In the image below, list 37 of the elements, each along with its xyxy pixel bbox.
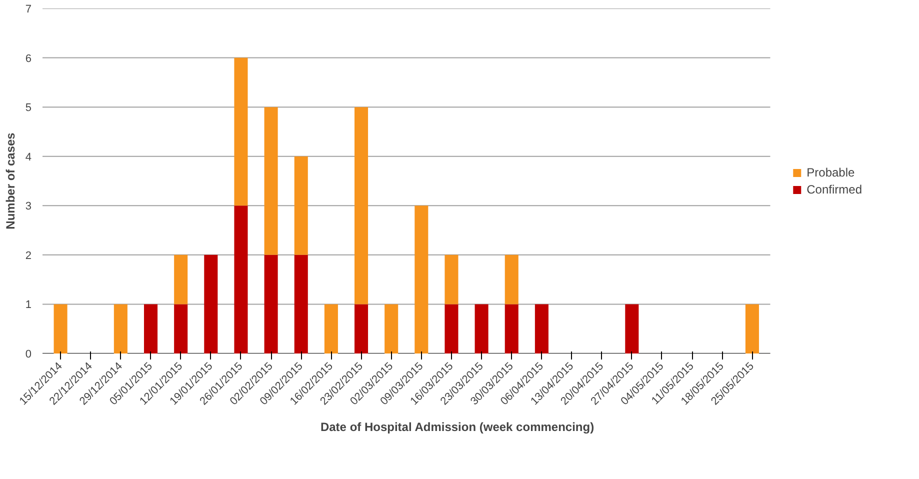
- bar: [234, 206, 248, 354]
- bar: [444, 254, 458, 304]
- x-axis-title: Date of Hospital Admission (week commencing): [320, 420, 594, 434]
- bar: [625, 304, 639, 354]
- y-tick-label: 6: [25, 52, 32, 65]
- legend-label: Probable: [806, 165, 855, 179]
- bar: [264, 254, 278, 354]
- bar: [324, 304, 338, 354]
- y-tick-label: 2: [25, 250, 32, 262]
- bar: [174, 254, 188, 304]
- y-tick-label: 3: [25, 200, 32, 213]
- y-tick-label: 5: [25, 102, 32, 114]
- bar: [504, 254, 518, 304]
- bar: [504, 304, 518, 354]
- bar: [745, 304, 759, 354]
- bar: [414, 206, 428, 354]
- bar: [174, 304, 188, 354]
- legend-label: Confirmed: [806, 182, 862, 196]
- bar: [294, 156, 308, 255]
- bar: [534, 304, 548, 354]
- bar: [474, 304, 488, 354]
- bar: [264, 107, 278, 255]
- y-axis-title: Number of cases: [3, 132, 18, 230]
- bar: [204, 254, 218, 354]
- bar: [384, 304, 398, 354]
- bar: [444, 304, 458, 354]
- bar: [354, 107, 368, 304]
- bar: [354, 304, 368, 354]
- y-tick-label: 7: [25, 4, 32, 16]
- bar: [294, 254, 308, 354]
- y-tick-label: 0: [25, 348, 32, 360]
- bar: [114, 304, 128, 354]
- y-tick-label: 4: [25, 151, 32, 164]
- bar: [54, 304, 68, 354]
- bar: [144, 304, 158, 354]
- bar: [234, 58, 248, 206]
- y-tick-label: 1: [25, 299, 32, 312]
